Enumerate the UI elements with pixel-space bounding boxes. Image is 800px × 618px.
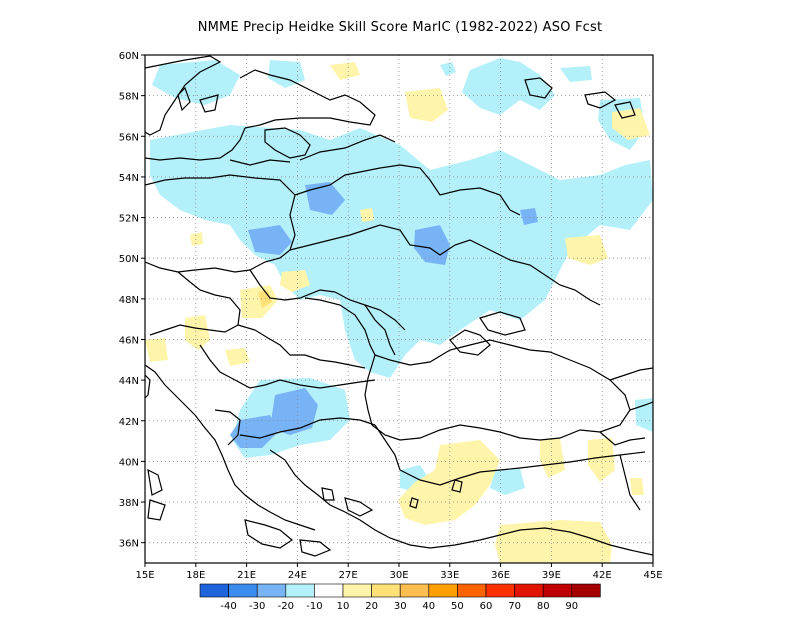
lat-tick-label: 56N (119, 132, 139, 143)
lon-tick-label: 27E (339, 570, 358, 581)
colorbar-label: 70 (508, 601, 521, 612)
lon-tick-label: 33E (440, 570, 459, 581)
colorbar-swatch (542, 583, 573, 598)
lon-tick-label: 30E (389, 570, 408, 581)
colorbar-label: 40 (422, 601, 435, 612)
lat-tick-label: 54N (119, 173, 139, 184)
colorbar-swatch (571, 583, 601, 598)
lon-tick-label: 21E (237, 570, 256, 581)
lon-tick-label: 39E (542, 570, 561, 581)
colorbar-swatch (256, 583, 287, 598)
longitude-tick-labels: 15E 18E 21E 24E 27E 30E 33E 36E 39E 42E 45E (135, 570, 662, 581)
lat-tick-label: 50N (119, 254, 139, 265)
colorbar-label: 10 (337, 601, 350, 612)
lat-tick-label: 44N (119, 376, 139, 387)
strong-negative-skill-areas (230, 182, 538, 448)
colorbar-swatch (399, 583, 430, 598)
colorbar-label: -20 (278, 601, 294, 612)
colorbar (199, 583, 601, 598)
colorbar-swatch (514, 583, 544, 598)
lat-tick-label: 36N (119, 539, 139, 550)
lat-tick-label: 42N (119, 417, 139, 428)
lon-tick-label: 18E (186, 570, 205, 581)
lon-tick-label: 42E (593, 570, 612, 581)
colorbar-swatch (342, 583, 372, 598)
colorbar-label: -10 (306, 601, 322, 612)
colorbar-label: -30 (249, 601, 265, 612)
negative-skill-areas (150, 58, 653, 495)
lat-tick-label: 60N (119, 51, 139, 62)
lon-tick-label: 45E (643, 570, 662, 581)
colorbar-label: 80 (537, 601, 550, 612)
lon-tick-label: 24E (288, 570, 307, 581)
colorbar-labels: -40 -30 -20 -10 10 20 30 40 50 60 70 80 90 (220, 601, 578, 612)
colorbar-swatch (428, 583, 458, 598)
lat-tick-label: 40N (119, 457, 139, 468)
lat-tick-label: 52N (119, 214, 139, 225)
colorbar-label: 60 (480, 601, 493, 612)
colorbar-swatch (485, 583, 515, 598)
colorbar-swatch (314, 583, 344, 598)
colorbar-label: -40 (220, 601, 236, 612)
lon-tick-label: 15E (135, 570, 154, 581)
positive-skill-areas (145, 62, 650, 563)
coastlines-and-borders (145, 55, 653, 557)
latitude-tick-labels: 36N 38N 40N 42N 44N 46N 48N 50N 52N 54N 56N 58N 60N (119, 51, 139, 550)
lat-tick-label: 38N (119, 498, 139, 509)
axis-ticks (141, 54, 654, 567)
colorbar-label: 20 (365, 601, 378, 612)
chart-title: NMME Precip Heidke Skill Score MarIC (19… (197, 20, 603, 35)
colorbar-swatch (457, 583, 487, 598)
colorbar-label: 30 (394, 601, 407, 612)
lat-tick-label: 48N (119, 295, 139, 306)
lon-tick-label: 36E (491, 570, 510, 581)
colorbar-swatch (285, 583, 315, 598)
colorbar-swatch (199, 583, 229, 598)
colorbar-swatch (228, 583, 258, 598)
colorbar-swatch (371, 583, 401, 598)
colorbar-label: 90 (565, 601, 578, 612)
colorbar-label: 50 (451, 601, 464, 612)
lat-tick-label: 58N (119, 92, 139, 103)
lat-tick-label: 46N (119, 335, 139, 346)
